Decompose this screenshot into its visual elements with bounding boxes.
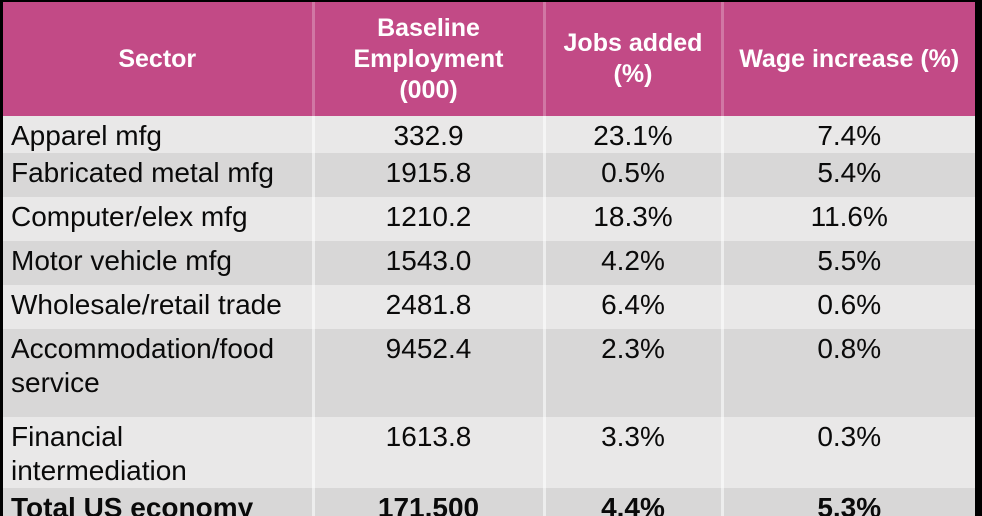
header-jobs-added: Jobs added (%) xyxy=(542,2,722,116)
cell-wage-increase: 7.4% xyxy=(720,116,975,153)
cell-sector: Wholesale/retail trade xyxy=(3,285,313,329)
cell-wage-increase: 0.6% xyxy=(720,285,975,329)
table-row: Wholesale/retail trade 2481.8 6.4% 0.6% xyxy=(3,285,975,329)
cell-wage-increase: 0.8% xyxy=(720,329,975,417)
cell-sector: Financial intermediation xyxy=(3,417,313,488)
cell-jobs-added: 4.2% xyxy=(542,241,722,285)
cell-baseline-employment: 332.9 xyxy=(311,116,544,153)
cell-jobs-added: 3.3% xyxy=(542,417,722,488)
header-sector: Sector xyxy=(3,2,313,116)
header-row: Sector Baseline Employment (000) Jobs ad… xyxy=(3,2,975,116)
cell-sector: Accommodation/food service xyxy=(3,329,313,417)
cell-jobs-added: 4.4% xyxy=(542,488,722,516)
cell-sector: Total US economy xyxy=(3,488,313,516)
cell-wage-increase: 5.3% xyxy=(720,488,975,516)
table-row: Apparel mfg 332.9 23.1% 7.4% xyxy=(3,116,975,153)
cell-baseline-employment: 1210.2 xyxy=(311,197,544,241)
cell-wage-increase: 0.3% xyxy=(720,417,975,488)
cell-baseline-employment: 9452.4 xyxy=(311,329,544,417)
cell-jobs-added: 0.5% xyxy=(542,153,722,197)
table-row: Accommodation/food service 9452.4 2.3% 0… xyxy=(3,329,975,417)
table-row: Motor vehicle mfg 1543.0 4.2% 5.5% xyxy=(3,241,975,285)
cell-sector: Motor vehicle mfg xyxy=(3,241,313,285)
cell-wage-increase: 5.4% xyxy=(720,153,975,197)
table-row: Financial intermediation 1613.8 3.3% 0.3… xyxy=(3,417,975,488)
table-row-total: Total US economy 171,500 4.4% 5.3% xyxy=(3,488,975,516)
cell-sector: Apparel mfg xyxy=(3,116,313,153)
cell-sector: Fabricated metal mfg xyxy=(3,153,313,197)
cell-baseline-employment: 171,500 xyxy=(311,488,544,516)
cell-sector: Computer/elex mfg xyxy=(3,197,313,241)
cell-jobs-added: 23.1% xyxy=(542,116,722,153)
sector-jobs-wage-table: Sector Baseline Employment (000) Jobs ad… xyxy=(3,2,975,516)
header-baseline-employment: Baseline Employment (000) xyxy=(311,2,544,116)
cell-baseline-employment: 1915.8 xyxy=(311,153,544,197)
table-row: Computer/elex mfg 1210.2 18.3% 11.6% xyxy=(3,197,975,241)
header-wage-increase: Wage increase (%) xyxy=(720,2,975,116)
cell-baseline-employment: 1543.0 xyxy=(311,241,544,285)
cell-wage-increase: 11.6% xyxy=(720,197,975,241)
cell-baseline-employment: 1613.8 xyxy=(311,417,544,488)
cell-baseline-employment: 2481.8 xyxy=(311,285,544,329)
cell-jobs-added: 2.3% xyxy=(542,329,722,417)
table-row: Fabricated metal mfg 1915.8 0.5% 5.4% xyxy=(3,153,975,197)
cell-jobs-added: 18.3% xyxy=(542,197,722,241)
cell-jobs-added: 6.4% xyxy=(542,285,722,329)
cell-wage-increase: 5.5% xyxy=(720,241,975,285)
